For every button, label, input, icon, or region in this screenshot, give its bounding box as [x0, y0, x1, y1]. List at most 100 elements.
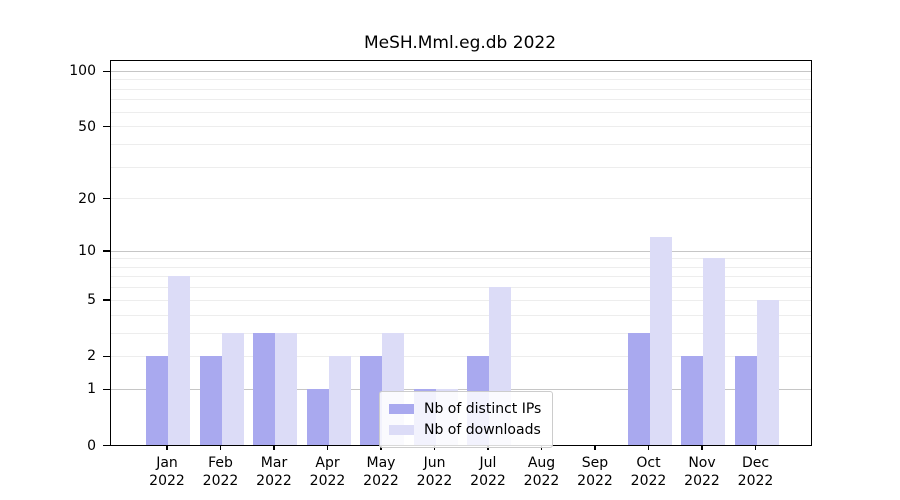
x-tick-month: May	[366, 455, 396, 471]
x-tick-month: Oct	[636, 455, 661, 471]
y-tick	[103, 70, 110, 73]
bar-distinct-ips	[253, 332, 275, 445]
bar-downloads	[756, 299, 779, 445]
gridline-minor	[111, 258, 811, 260]
gridline-minor	[111, 266, 811, 268]
y-tick-label: 100	[69, 63, 96, 80]
y-tick	[103, 197, 110, 200]
bar-downloads	[328, 355, 351, 445]
x-tick-label: Mar 2022	[242, 454, 306, 490]
x-tick	[594, 445, 596, 450]
bar-downloads	[221, 332, 244, 445]
gridline-minor	[111, 355, 811, 357]
x-tick-year: 2022	[577, 473, 613, 489]
x-tick-label: May 2022	[349, 454, 413, 490]
x-tick	[219, 445, 222, 450]
gridline-minor	[111, 166, 811, 168]
x-tick-label: Aug 2022	[510, 454, 574, 490]
y-tick-label: 50	[78, 118, 96, 135]
y-tick-label: 20	[78, 190, 96, 207]
x-tick	[273, 445, 275, 450]
legend: Nb of distinct IPs Nb of downloads	[379, 391, 554, 448]
legend-swatch	[389, 424, 414, 435]
y-tick	[103, 250, 110, 252]
y-tick	[103, 355, 110, 358]
y-tick-label: 5	[87, 292, 96, 309]
gridline-minor	[111, 314, 811, 316]
x-tick-month: Feb	[208, 455, 233, 471]
x-tick-year: 2022	[416, 473, 453, 489]
y-tick-label: 0	[87, 437, 96, 454]
gridline-major	[111, 70, 811, 72]
x-tick	[166, 445, 168, 450]
x-tick-month: Dec	[741, 455, 770, 471]
y-tick	[103, 299, 110, 301]
x-tick-month: Nov	[688, 455, 716, 471]
chart-title: MeSH.Mml.eg.db 2022	[363, 33, 557, 53]
x-tick-year: 2022	[523, 473, 560, 489]
x-tick	[701, 445, 703, 450]
gridline-minor	[111, 299, 811, 301]
bar-downloads	[275, 332, 297, 445]
bar-distinct-ips	[734, 355, 757, 445]
x-tick-year: 2022	[363, 473, 399, 489]
x-tick-month: Sep	[581, 455, 609, 471]
x-tick-year: 2022	[737, 473, 774, 489]
x-tick-year: 2022	[256, 473, 292, 489]
x-tick-month: Jun	[423, 455, 446, 471]
x-tick	[647, 445, 650, 450]
legend-label: Nb of downloads	[424, 421, 541, 438]
gridline-major	[111, 388, 811, 390]
gridline-minor	[111, 198, 811, 200]
x-tick-year: 2022	[202, 473, 239, 489]
y-axis: 0 1 2 5 10 20 50 100	[0, 60, 110, 454]
gridline-minor	[111, 143, 811, 145]
x-tick-month: Apr	[315, 455, 340, 471]
x-tick-year: 2022	[470, 473, 506, 489]
bar-distinct-ips	[199, 355, 222, 445]
x-tick-label: Apr 2022	[296, 454, 360, 490]
gridline-minor	[111, 111, 811, 113]
gridline-minor	[111, 126, 811, 128]
legend-label: Nb of distinct IPs	[424, 400, 542, 417]
y-tick-label: 1	[87, 381, 96, 398]
y-tick-label: 10	[78, 243, 96, 260]
bar-distinct-ips	[627, 332, 650, 445]
x-axis: Jan 2022 Feb 2022 Mar 2022 Apr 2022 May 2022 Jun 20…	[110, 445, 810, 500]
gridline-minor	[111, 276, 811, 278]
x-tick-year: 2022	[684, 473, 720, 489]
legend-row: Nb of distinct IPs	[389, 398, 541, 419]
plot-area: Nb of distinct IPs Nb of downloads	[110, 60, 812, 448]
x-tick-label: Sep 2022	[563, 454, 627, 490]
legend-swatch	[389, 403, 414, 414]
gridline-minor	[111, 332, 811, 334]
y-tick	[103, 125, 110, 128]
gridline-major	[111, 250, 811, 252]
x-tick-label: Nov 2022	[670, 454, 734, 490]
gridline-minor	[111, 88, 811, 90]
x-tick-month: Aug	[527, 455, 556, 471]
bar-downloads	[703, 258, 725, 445]
x-tick-label: Jan 2022	[135, 454, 199, 490]
x-tick-month: Mar	[260, 455, 288, 471]
x-tick-label: Feb 2022	[189, 454, 253, 490]
bar-distinct-ips	[360, 355, 382, 445]
bar-distinct-ips	[681, 355, 703, 445]
x-tick-label: Jul 2022	[456, 454, 520, 490]
bar-distinct-ips	[306, 388, 329, 445]
gridline-minor	[111, 99, 811, 101]
gridline-minor	[111, 79, 811, 81]
x-tick-month: Jan	[156, 455, 178, 471]
x-tick-label: Dec 2022	[724, 454, 788, 490]
gridline-minor	[111, 287, 811, 289]
x-tick-year: 2022	[630, 473, 667, 489]
legend-row: Nb of downloads	[389, 419, 541, 440]
x-tick-year: 2022	[309, 473, 346, 489]
y-tick	[103, 388, 110, 391]
x-tick	[754, 445, 757, 450]
bar-downloads	[649, 237, 672, 445]
x-tick-year: 2022	[149, 473, 185, 489]
y-tick	[103, 444, 110, 447]
x-tick-label: Jun 2022	[403, 454, 467, 490]
